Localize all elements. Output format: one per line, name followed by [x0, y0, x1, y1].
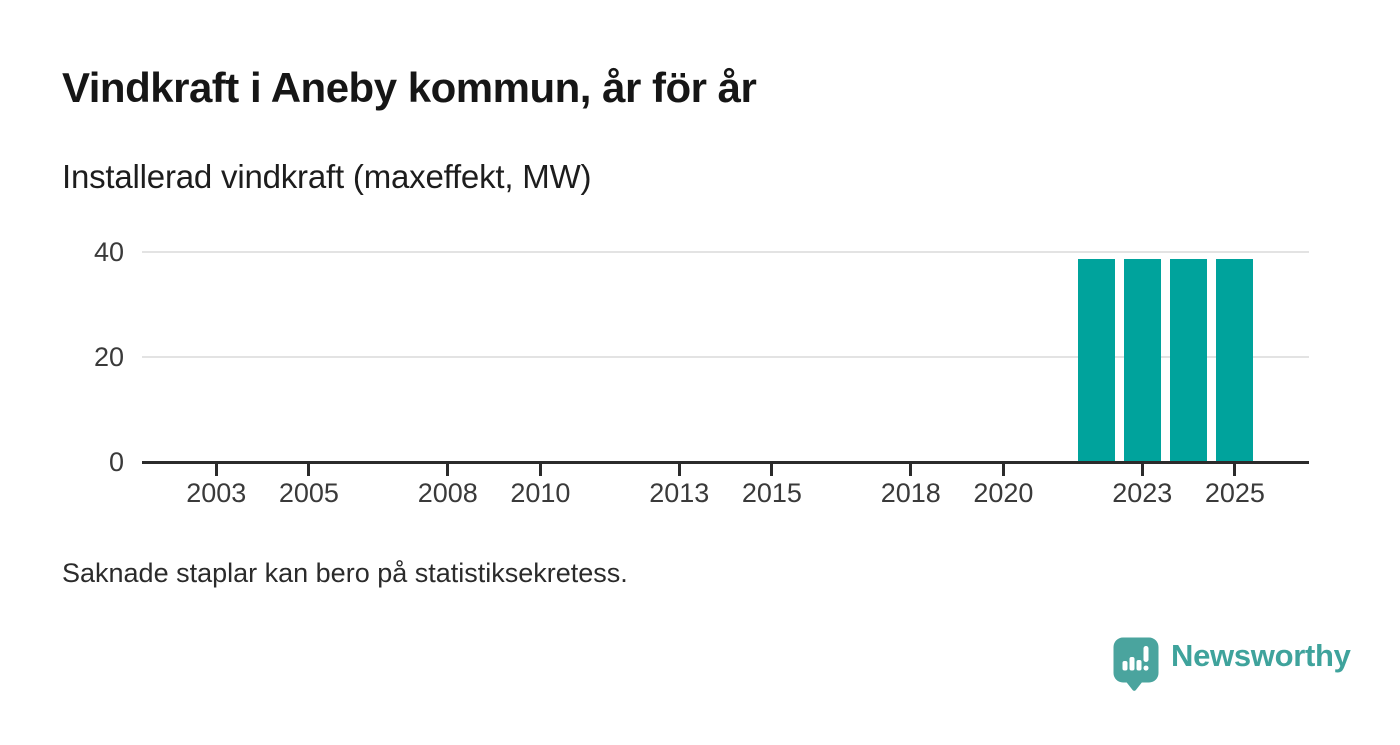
- gridline-20: [142, 355, 1309, 358]
- bar-2023: [1123, 259, 1161, 462]
- y-axis-label-40: 40: [93, 236, 124, 267]
- x-axis-tick-2008: [446, 463, 450, 476]
- x-axis-tick-2025: [1233, 463, 1237, 476]
- bar-2022: [1077, 259, 1115, 462]
- x-axis-label-2025: 2025: [1204, 478, 1265, 508]
- x-axis-label-2008: 2008: [417, 478, 478, 508]
- x-axis-label-2005: 2005: [278, 478, 339, 508]
- bar-2024: [1170, 259, 1208, 462]
- x-axis-tick-2013: [677, 463, 681, 476]
- x-axis-tick-2005: [307, 463, 311, 476]
- x-axis-label-2013: 2013: [649, 478, 710, 508]
- x-axis-line: [142, 460, 1309, 464]
- x-axis-tick-2010: [538, 463, 542, 476]
- y-axis-label-20: 20: [93, 341, 124, 372]
- x-axis-label-2010: 2010: [510, 478, 571, 508]
- x-axis-label-2015: 2015: [741, 478, 802, 508]
- gridline-40: [142, 250, 1309, 253]
- x-axis-label-2003: 2003: [186, 478, 247, 508]
- chart-subtitle: Installerad vindkraft (maxeffekt, MW): [62, 158, 592, 195]
- newsworthy-logo: Newsworthy: [1113, 637, 1351, 691]
- x-axis-tick-2003: [214, 463, 218, 476]
- x-axis-tick-2020: [1001, 463, 1005, 476]
- x-axis-label-2018: 2018: [880, 478, 941, 508]
- newsworthy-wordmark: Newsworthy: [1171, 638, 1351, 673]
- x-axis-tick-2018: [909, 463, 913, 476]
- chart-footnote: Saknade staplar kan bero på statistiksek…: [62, 558, 628, 588]
- bar-2025: [1216, 259, 1254, 462]
- newsworthy-speech-bubble-bar-chart-icon: [1113, 637, 1159, 691]
- x-axis-label-2023: 2023: [1112, 478, 1173, 508]
- x-axis-label-2020: 2020: [973, 478, 1034, 508]
- chart-title: Vindkraft i Aneby kommun, år för år: [62, 64, 757, 111]
- x-axis-tick-2023: [1140, 463, 1144, 476]
- x-axis-tick-2015: [770, 463, 774, 476]
- y-axis-label-0: 0: [108, 447, 124, 477]
